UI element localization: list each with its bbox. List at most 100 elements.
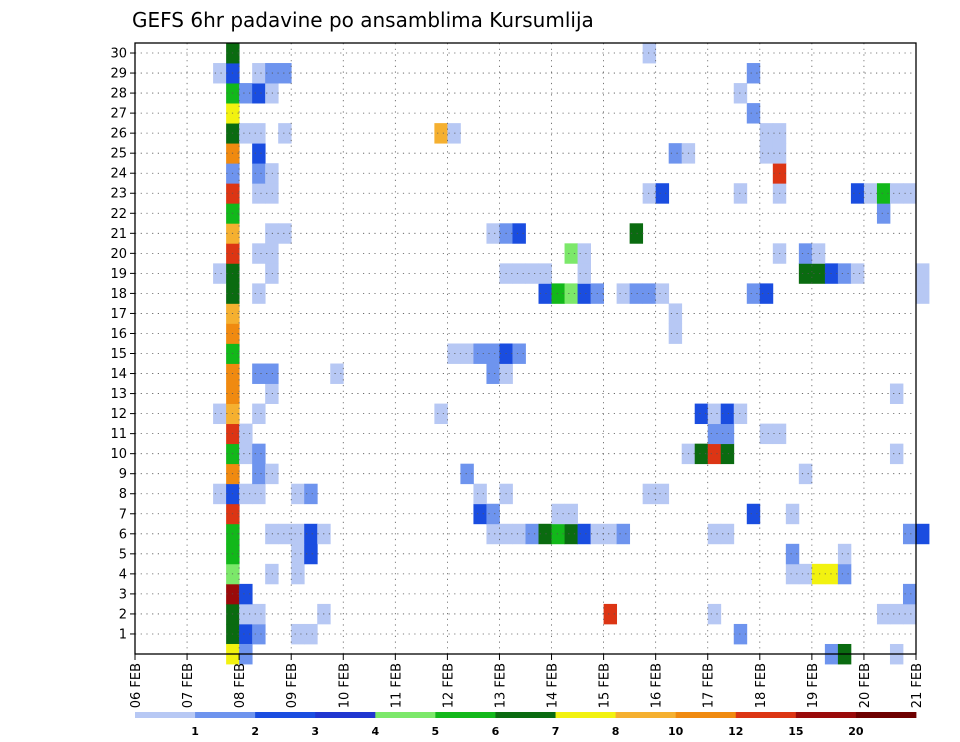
colorbar-swatch <box>255 712 316 718</box>
heatmap-cell <box>798 463 813 485</box>
heatmap-cell <box>733 403 748 425</box>
heatmap-cell <box>746 503 761 525</box>
heatmap-cell <box>239 483 253 505</box>
heatmap-cell <box>252 143 266 164</box>
heatmap-cell <box>486 503 500 525</box>
heatmap-cell <box>564 283 578 304</box>
colorbar-label: 1 <box>191 725 199 738</box>
y-tick-label: 12 <box>110 407 127 422</box>
x-tick-label: 17 FEB <box>702 663 717 708</box>
heatmap-cell <box>252 603 266 625</box>
heatmap-cell <box>707 443 722 465</box>
heatmap-cell <box>642 183 657 204</box>
heatmap-cell <box>278 63 292 84</box>
heatmap-cell <box>252 283 266 304</box>
colorbar-label: 5 <box>432 725 440 738</box>
colorbar-label: 4 <box>371 725 379 738</box>
heatmap-cell <box>252 183 266 204</box>
heatmap-cell <box>239 623 253 645</box>
x-tick-label: 21 FEB <box>910 663 925 708</box>
heatmap-cell <box>746 103 761 124</box>
y-tick-label: 26 <box>110 127 127 142</box>
colorbar-label: 8 <box>612 725 620 738</box>
heatmap-cell <box>486 223 500 244</box>
x-tick-label: 09 FEB <box>285 663 300 708</box>
heatmap-cell <box>577 283 591 304</box>
heatmap-cell <box>252 243 266 264</box>
y-tick-label: 2 <box>119 607 127 622</box>
colorbar-swatch <box>435 712 496 718</box>
y-tick-label: 29 <box>110 67 127 82</box>
heatmap-cell <box>707 603 722 625</box>
colorbar-label: 10 <box>668 725 684 738</box>
heatmap-cell <box>720 403 735 425</box>
y-tick-label: 14 <box>110 367 127 382</box>
heatmap-cell <box>538 283 552 304</box>
heatmap-cell <box>902 603 917 625</box>
heatmap-cell <box>252 403 266 425</box>
heatmap-cells <box>213 43 930 665</box>
heatmap-cell <box>252 363 266 384</box>
heatmap-cell <box>252 463 266 485</box>
heatmap-cell <box>629 283 644 304</box>
heatmap-cell <box>239 123 253 144</box>
heatmap-cell <box>720 443 735 465</box>
heatmap-cell <box>239 443 253 465</box>
heatmap-cell <box>668 323 683 344</box>
heatmap-cell <box>304 523 318 545</box>
y-tick-label: 17 <box>110 307 127 322</box>
heatmap-cell <box>252 163 266 184</box>
heatmap-cell <box>850 263 865 284</box>
y-tick-label: 18 <box>110 287 127 302</box>
heatmap-cell <box>252 623 266 645</box>
y-axis-ticks: 1234567891011121314151617181920212223242… <box>110 47 135 642</box>
heatmap-cell <box>720 423 735 445</box>
heatmap-cell <box>733 623 748 645</box>
heatmap-cell <box>239 83 253 104</box>
heatmap-cell <box>785 503 800 525</box>
heatmap-cell <box>252 483 266 505</box>
heatmap-cell <box>811 243 826 264</box>
heatmap-cell <box>668 143 683 164</box>
heatmap-cell <box>889 443 904 465</box>
y-tick-label: 24 <box>110 167 127 182</box>
heatmap-cell <box>603 523 618 545</box>
heatmap-cell <box>811 263 826 284</box>
heatmap-cell <box>577 243 591 264</box>
heatmap-cell <box>252 63 266 84</box>
heatmap-cell <box>486 363 500 384</box>
y-tick-label: 4 <box>119 567 127 582</box>
heatmap-cell <box>694 443 709 465</box>
colorbar-label: 6 <box>492 725 500 738</box>
heatmap-cell <box>798 563 813 585</box>
heatmap-cell <box>759 143 774 164</box>
y-tick-label: 21 <box>110 227 127 242</box>
heatmap-cell <box>525 263 539 284</box>
heatmap-cell <box>746 63 761 84</box>
heatmap-cell <box>837 263 852 284</box>
y-tick-label: 22 <box>110 207 127 222</box>
heatmap-cell <box>304 543 318 565</box>
heatmap-cell <box>785 543 800 565</box>
heatmap-cell <box>460 343 474 364</box>
y-tick-label: 25 <box>110 147 127 162</box>
heatmap-cell <box>642 283 657 304</box>
heatmap-cell <box>902 523 917 545</box>
heatmap-cell <box>291 523 305 545</box>
heatmap-cell <box>707 523 722 545</box>
heatmap-cell <box>902 183 917 204</box>
heatmap-cell <box>850 183 865 204</box>
heatmap-cell <box>733 183 748 204</box>
heatmap-cell <box>694 403 709 425</box>
x-tick-label: 19 FEB <box>806 663 821 708</box>
heatmap-cell <box>291 563 305 585</box>
heatmap-cell <box>512 223 526 244</box>
y-tick-label: 30 <box>110 47 127 62</box>
heatmap-cell <box>733 83 748 104</box>
colorbar-label: 2 <box>251 725 259 738</box>
heatmap-cell <box>564 523 578 545</box>
heatmap-cell <box>916 523 930 545</box>
y-tick-label: 7 <box>119 507 127 522</box>
x-tick-label: 06 FEB <box>129 663 144 708</box>
